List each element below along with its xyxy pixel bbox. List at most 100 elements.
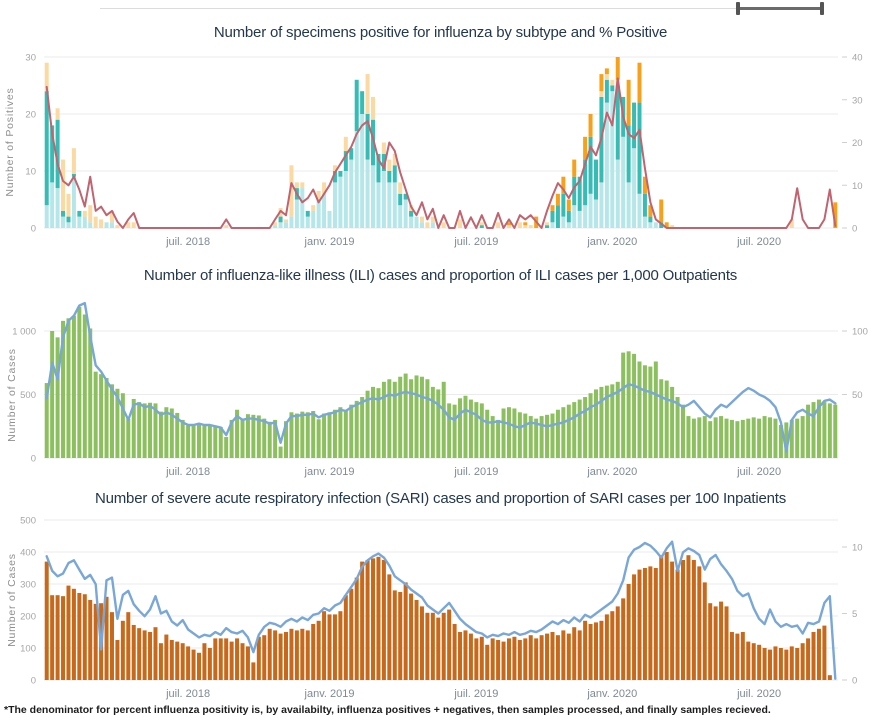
bar[interactable]: [93, 216, 98, 228]
bar[interactable]: [289, 412, 294, 458]
bar[interactable]: [593, 622, 598, 680]
bar[interactable]: [256, 415, 261, 458]
bar[interactable]: [240, 418, 245, 458]
bar[interactable]: [816, 399, 821, 458]
bar[interactable]: [316, 419, 321, 458]
bar[interactable]: [702, 582, 707, 680]
bar[interactable]: [523, 222, 528, 226]
bar[interactable]: [496, 419, 501, 458]
bar[interactable]: [642, 176, 647, 194]
bar[interactable]: [44, 383, 49, 458]
bar[interactable]: [632, 353, 637, 458]
bar[interactable]: [338, 176, 343, 228]
bar[interactable]: [621, 352, 626, 458]
subtype-orange-bars[interactable]: [506, 57, 838, 228]
bar[interactable]: [403, 373, 408, 458]
bar[interactable]: [517, 640, 522, 680]
bar[interactable]: [99, 374, 104, 458]
bar[interactable]: [392, 153, 397, 166]
bar[interactable]: [142, 403, 147, 458]
bar[interactable]: [479, 225, 484, 228]
bar[interactable]: [398, 592, 403, 680]
bar[interactable]: [528, 635, 533, 680]
bar[interactable]: [409, 216, 414, 228]
bar[interactable]: [376, 388, 381, 458]
bar[interactable]: [251, 662, 256, 680]
bar[interactable]: [708, 421, 713, 458]
bar[interactable]: [44, 205, 49, 228]
bar[interactable]: [305, 210, 310, 217]
bar[interactable]: [430, 386, 435, 458]
bar[interactable]: [387, 182, 392, 228]
bar[interactable]: [414, 600, 419, 680]
bar[interactable]: [626, 351, 631, 458]
bar[interactable]: [621, 598, 626, 680]
bar[interactable]: [599, 91, 604, 97]
bar[interactable]: [735, 633, 740, 680]
bar[interactable]: [485, 644, 490, 680]
bar[interactable]: [398, 182, 403, 194]
bar[interactable]: [44, 91, 49, 206]
bar[interactable]: [109, 384, 114, 458]
bar[interactable]: [55, 337, 60, 458]
bar[interactable]: [71, 176, 76, 228]
bar[interactable]: [398, 193, 403, 206]
bar[interactable]: [572, 627, 577, 680]
subtype-peach-bars[interactable]: [44, 62, 794, 228]
bar[interactable]: [131, 222, 136, 228]
bar[interactable]: [664, 380, 669, 458]
bar[interactable]: [284, 219, 289, 223]
bar[interactable]: [708, 603, 713, 680]
bar[interactable]: [82, 594, 87, 680]
bar[interactable]: [354, 400, 359, 458]
bar[interactable]: [506, 225, 511, 228]
bar[interactable]: [131, 398, 136, 458]
bar[interactable]: [381, 560, 386, 680]
bar[interactable]: [664, 222, 669, 228]
bar[interactable]: [381, 142, 386, 154]
bar[interactable]: [256, 636, 261, 680]
bar[interactable]: [773, 646, 778, 680]
bar[interactable]: [235, 409, 240, 458]
bar[interactable]: [648, 222, 653, 228]
bar[interactable]: [577, 176, 582, 211]
bar[interactable]: [148, 402, 153, 458]
sari-cases-plot[interactable]: 0 100 200 300 400 500 0 5 10 juil. 2018 janv. 2019…: [20, 516, 862, 701]
bar[interactable]: [305, 412, 310, 458]
bar[interactable]: [523, 413, 528, 458]
bar[interactable]: [392, 590, 397, 680]
bar[interactable]: [419, 606, 424, 680]
bar[interactable]: [213, 425, 218, 458]
bar[interactable]: [555, 205, 560, 228]
bar[interactable]: [468, 399, 473, 458]
bar[interactable]: [833, 404, 838, 458]
bar[interactable]: [719, 416, 724, 458]
bar[interactable]: [120, 620, 125, 680]
bar[interactable]: [691, 418, 696, 458]
bar[interactable]: [583, 205, 588, 228]
bar[interactable]: [626, 584, 631, 680]
bar[interactable]: [784, 649, 789, 680]
bar[interactable]: [262, 635, 267, 680]
bar[interactable]: [387, 379, 392, 458]
bar[interactable]: [332, 171, 337, 183]
bar[interactable]: [338, 171, 343, 177]
bar[interactable]: [784, 422, 789, 458]
bar[interactable]: [360, 561, 365, 680]
bar[interactable]: [430, 216, 435, 223]
bar[interactable]: [637, 102, 642, 194]
bar[interactable]: [115, 225, 120, 228]
bar[interactable]: [806, 404, 811, 458]
bar[interactable]: [360, 397, 365, 458]
bar[interactable]: [175, 412, 180, 458]
bar[interactable]: [561, 630, 566, 680]
bar[interactable]: [768, 417, 773, 458]
bar[interactable]: [371, 119, 376, 166]
bar[interactable]: [71, 588, 76, 680]
bar[interactable]: [55, 595, 60, 680]
bar[interactable]: [659, 555, 664, 680]
bar[interactable]: [534, 638, 539, 680]
bar[interactable]: [610, 611, 615, 680]
bar[interactable]: [180, 643, 185, 680]
bar[interactable]: [452, 624, 457, 680]
